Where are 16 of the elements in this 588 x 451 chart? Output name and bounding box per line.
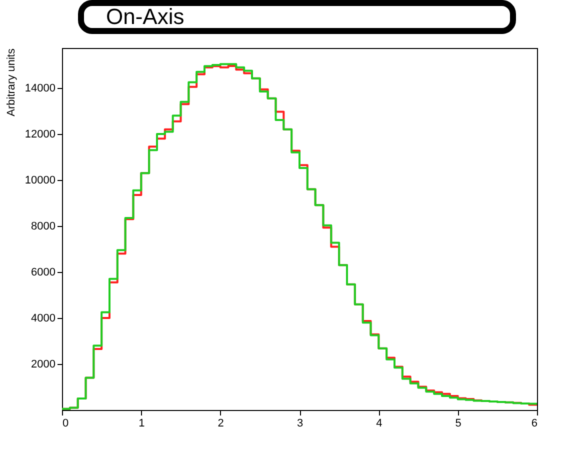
x-tick-label: 0: [62, 418, 69, 430]
y-tick-label: 14000: [24, 82, 56, 95]
y-tick-label: 4000: [31, 312, 56, 325]
x-tick-label: 1: [138, 418, 145, 430]
x-tick-label: 6: [531, 418, 538, 430]
x-tick-label: 4: [376, 418, 382, 430]
y-tick-label: 6000: [31, 266, 56, 279]
y-tick-label: 10000: [24, 174, 56, 187]
y-tick-label: 2000: [31, 358, 56, 371]
y-axis-title: Arbitrary units: [6, 48, 18, 116]
x-tick-label: 2: [218, 418, 224, 430]
chart-title: On-Axis: [78, 0, 516, 34]
x-tick-label: 3: [296, 418, 304, 430]
x-tick-label: 5: [455, 418, 462, 430]
y-tick-label: 8000: [31, 220, 56, 233]
y-tick-label: 12000: [24, 128, 56, 141]
